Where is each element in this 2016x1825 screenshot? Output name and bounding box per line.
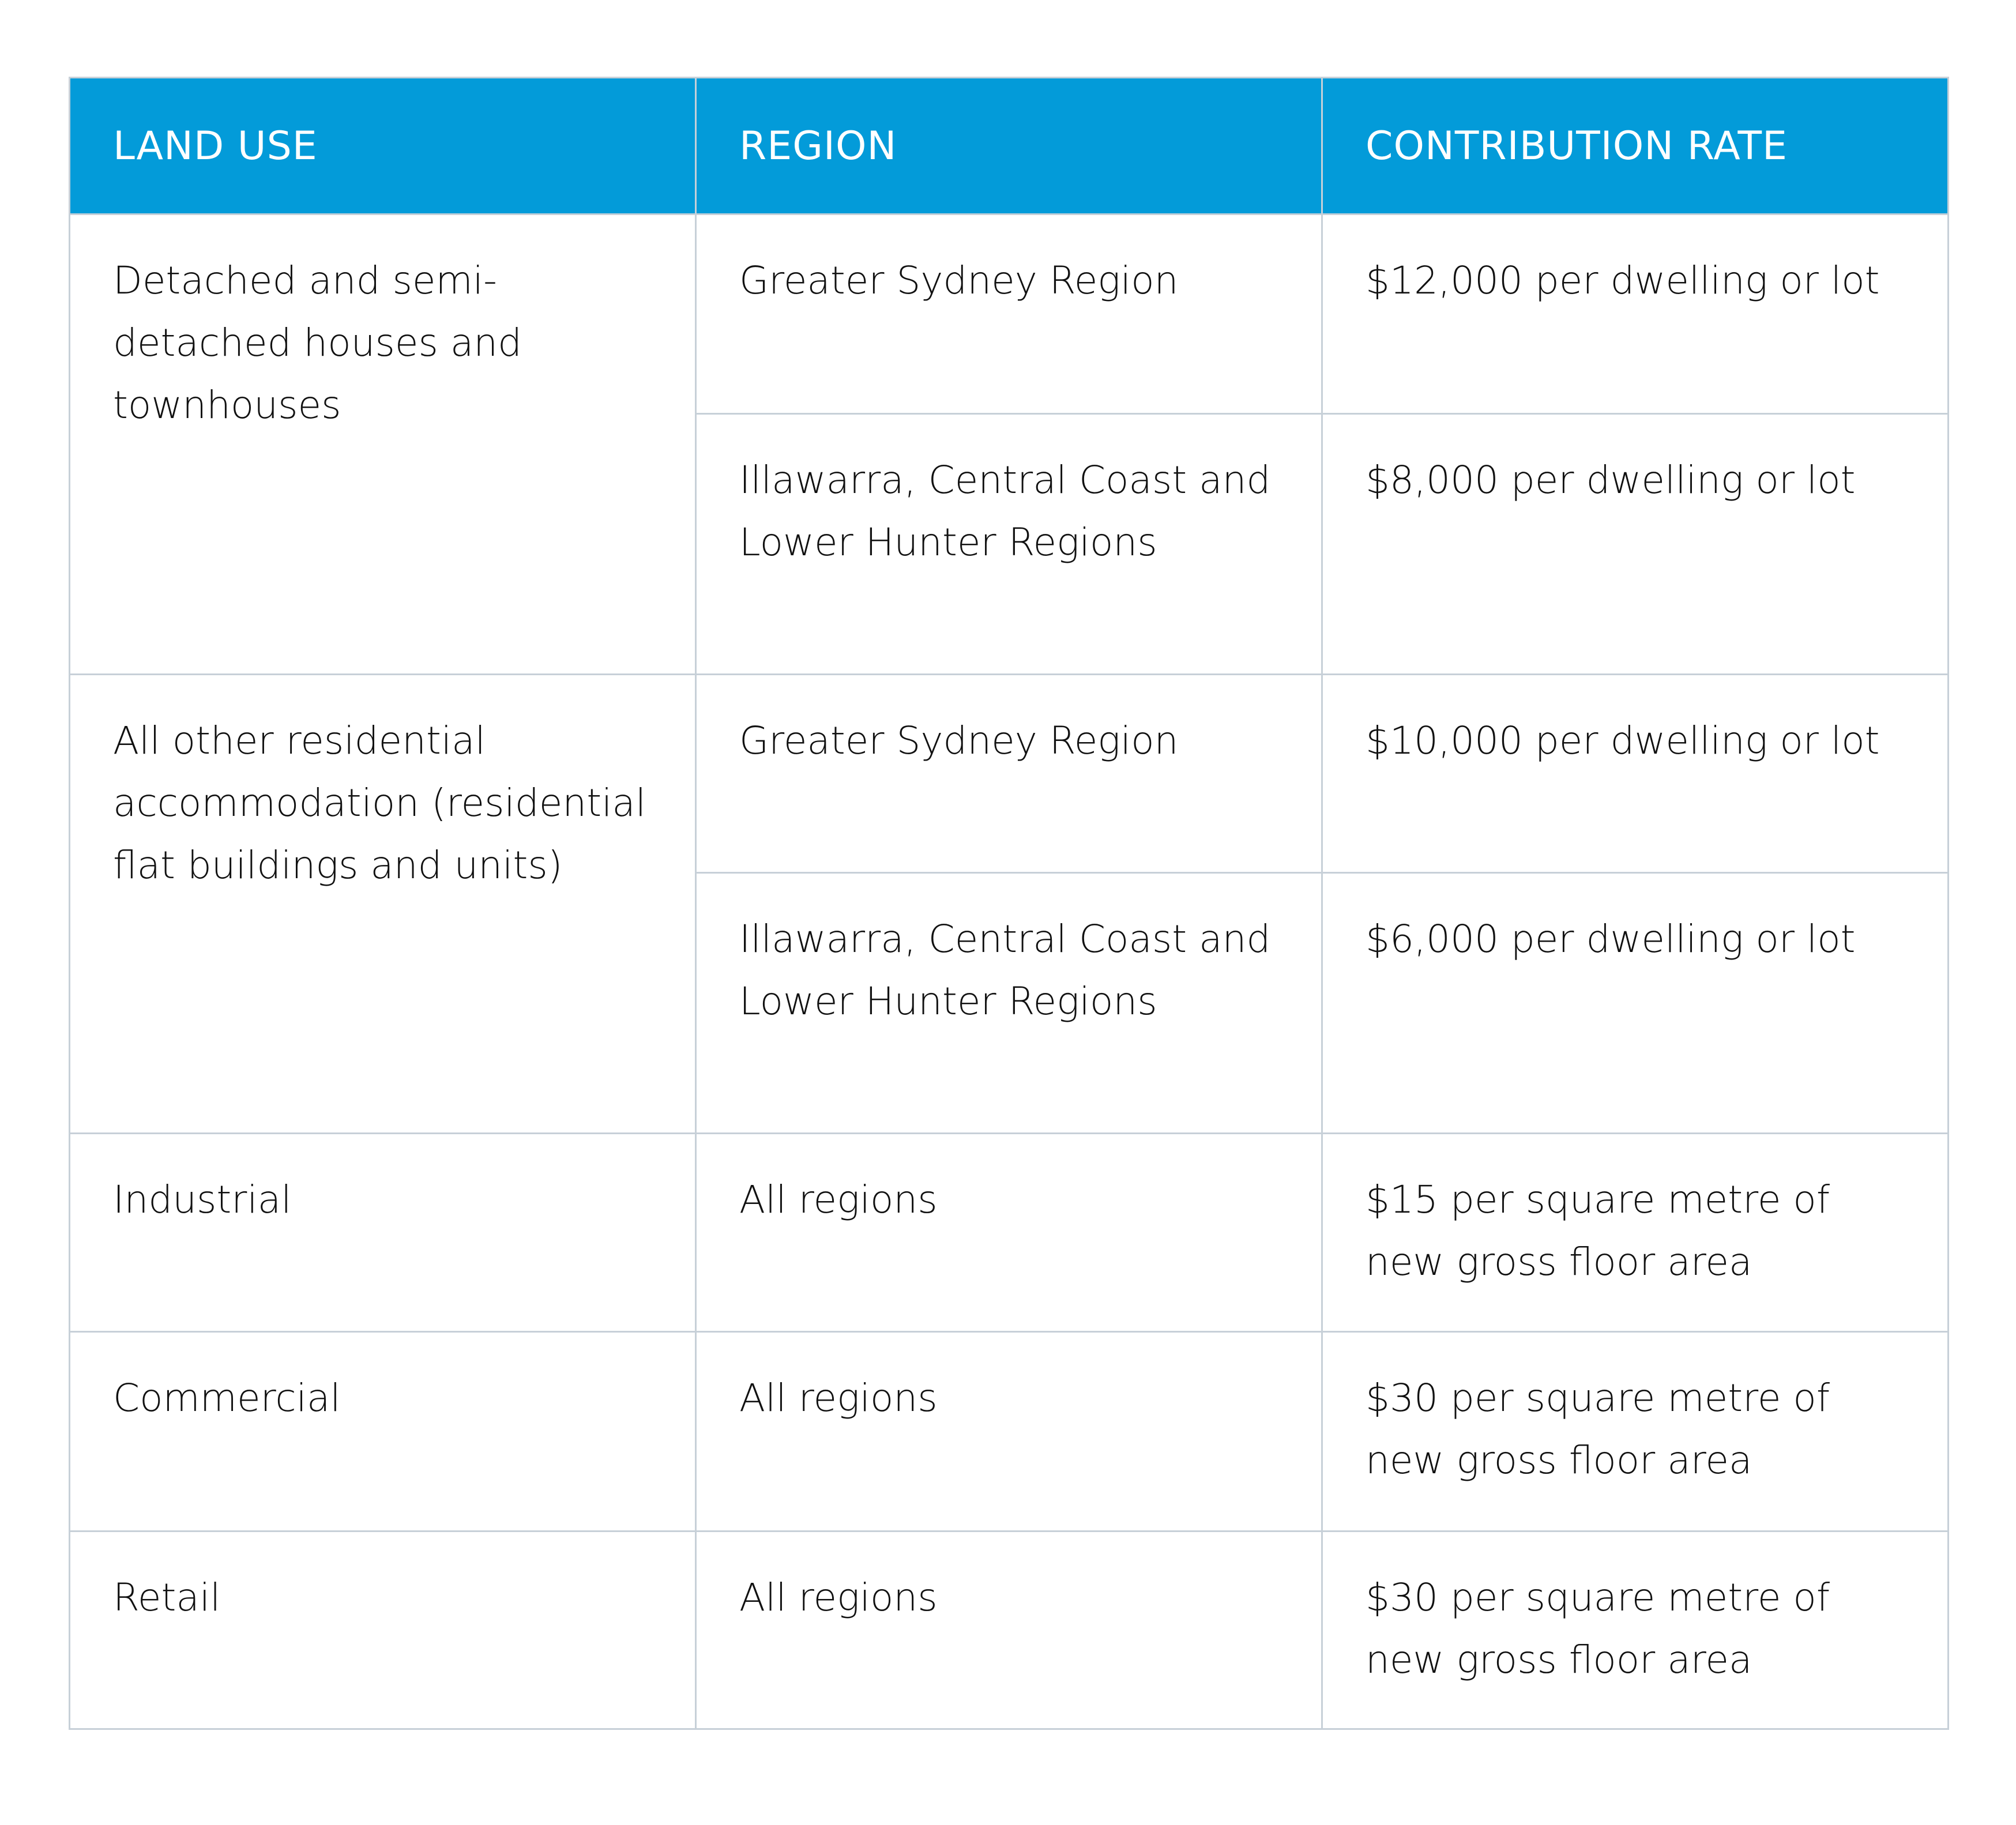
header-land-use: LAND USE bbox=[69, 77, 697, 215]
land-use-cell: Commercial bbox=[69, 1331, 697, 1532]
table-row: Commercial All regions $30 per square me… bbox=[69, 1331, 1949, 1532]
header-region: REGION bbox=[695, 77, 1323, 215]
rate-cell: $30 per square metre of new gross floor … bbox=[1321, 1331, 1949, 1532]
region-cell: Illawarra, Central Coast and Lower Hunte… bbox=[695, 872, 1323, 1134]
rate-cell: $10,000 per dwelling or lot bbox=[1321, 673, 1949, 874]
region-cell: All regions bbox=[695, 1132, 1323, 1333]
table-row: Retail All regions $30 per square metre … bbox=[69, 1530, 1949, 1730]
region-cell: Greater Sydney Region bbox=[695, 213, 1323, 415]
table-row: Detached and semi-detached houses and to… bbox=[69, 213, 1949, 675]
rate-cell: $12,000 per dwelling or lot bbox=[1321, 213, 1949, 415]
region-cell: Greater Sydney Region bbox=[695, 673, 1323, 874]
rate-cell: $6,000 per dwelling or lot bbox=[1321, 872, 1949, 1134]
table-row: Illawarra, Central Coast and Lower Hunte… bbox=[70, 872, 1949, 1134]
table-row: Illawarra, Central Coast and Lower Hunte… bbox=[70, 413, 1949, 675]
region-cell: All regions bbox=[695, 1331, 1323, 1532]
table-row: Industrial All regions $15 per square me… bbox=[69, 1132, 1949, 1333]
contribution-rates-table: LAND USE REGION CONTRIBUTION RATE Detach… bbox=[69, 77, 1949, 1730]
rate-cell: $30 per square metre of new gross floor … bbox=[1321, 1530, 1949, 1730]
land-use-cell: Retail bbox=[69, 1530, 697, 1730]
land-use-cell: All other residential accommodation (res… bbox=[69, 673, 697, 1134]
region-cell: Illawarra, Central Coast and Lower Hunte… bbox=[695, 413, 1323, 675]
table-row: All other residential accommodation (res… bbox=[69, 673, 1949, 1134]
rate-cell: $15 per square metre of new gross floor … bbox=[1321, 1132, 1949, 1333]
header-row: LAND USE REGION CONTRIBUTION RATE bbox=[69, 77, 1949, 215]
land-use-cell: Detached and semi-detached houses and to… bbox=[69, 213, 697, 675]
land-use-cell: Industrial bbox=[69, 1132, 697, 1333]
header-contribution-rate: CONTRIBUTION RATE bbox=[1321, 77, 1949, 215]
region-cell: All regions bbox=[695, 1530, 1323, 1730]
rate-cell: $8,000 per dwelling or lot bbox=[1321, 413, 1949, 675]
